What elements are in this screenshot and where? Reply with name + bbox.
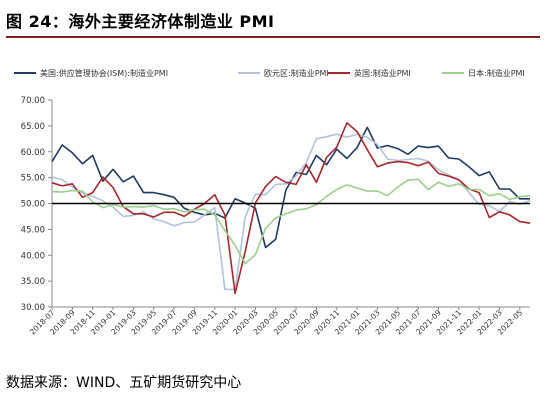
x-axis: 2018-072018-092018-112019-012019-032019-… (28, 306, 530, 337)
plot-area (51, 122, 531, 295)
legend-label: 欧元区:制造业PMI (264, 68, 329, 78)
series-line-1 (51, 133, 531, 291)
y-tick-label: 60.00 (21, 148, 45, 158)
y-tick-label: 35.00 (21, 277, 45, 287)
series-line-2 (51, 122, 531, 295)
y-tick-label: 65.00 (21, 122, 45, 132)
series-line-0 (51, 126, 530, 249)
legend: 美国:供应管理协会(ISM):制造业PMI 欧元区:制造业PMI 英国:制造业PMI… (14, 68, 525, 78)
y-tick-label: 50.00 (21, 200, 45, 210)
y-tick-label: 40.00 (21, 251, 45, 261)
y-axis: 30.00 35.00 40.00 45.00 50.00 55.00 60.00 65.00… (21, 96, 53, 313)
series-line-3 (51, 178, 531, 265)
legend-label: 英国:制造业PMI (354, 68, 411, 78)
y-tick-label: 55.00 (21, 174, 45, 184)
y-tick-label: 70.00 (21, 96, 45, 106)
source-note: 数据来源：WIND、五矿期货研究中心 (6, 375, 242, 391)
y-tick-label: 30.00 (21, 303, 45, 313)
legend-label: 美国:供应管理协会(ISM):制造业PMI (40, 68, 168, 78)
y-tick-label: 45.00 (21, 225, 45, 235)
chart-title: 图 24：海外主要经济体制造业 PMI (6, 12, 275, 31)
title-divider (6, 36, 540, 38)
pmi-line-chart: 美国:供应管理协会(ISM):制造业PMI 欧元区:制造业PMI 英国:制造业PMI… (14, 68, 531, 337)
legend-label: 日本:制造业PMI (468, 68, 525, 78)
